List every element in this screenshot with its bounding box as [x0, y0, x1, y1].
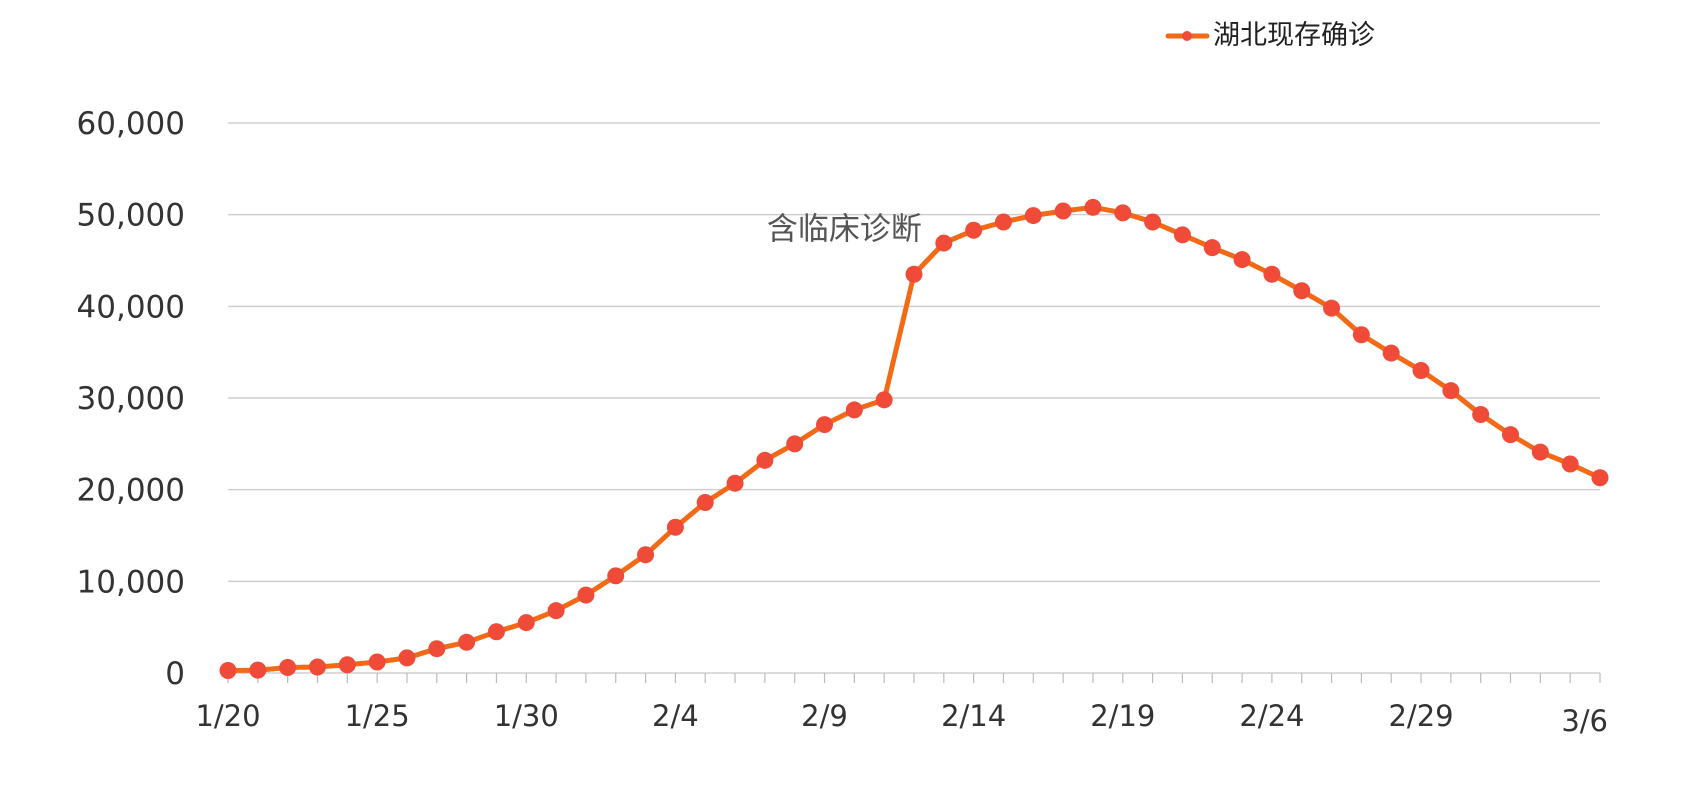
- data-point: [1114, 204, 1132, 222]
- data-point: [308, 658, 326, 676]
- y-tick-label: 10,000: [77, 564, 185, 600]
- data-point: [1024, 207, 1042, 225]
- y-tick-label: 60,000: [77, 106, 185, 142]
- data-point: [935, 234, 953, 252]
- data-point: [845, 401, 863, 419]
- data-point: [1293, 282, 1311, 300]
- data-point: [577, 586, 595, 604]
- x-tick-label: 1/25: [345, 699, 410, 733]
- gridlines: [228, 122, 1600, 583]
- annotation-text: 含临床诊断: [767, 212, 922, 248]
- x-tick-label: 1/20: [195, 699, 260, 733]
- data-point: [786, 435, 804, 453]
- data-point: [428, 640, 446, 658]
- data-point: [1502, 426, 1520, 444]
- x-tick-label: 2/9: [801, 699, 848, 733]
- y-tick-label: 20,000: [77, 473, 185, 509]
- data-point: [1561, 455, 1579, 473]
- y-tick-label: 40,000: [77, 289, 185, 325]
- data-point: [1144, 213, 1162, 231]
- data-point: [1323, 299, 1341, 317]
- x-tick-label: 3/6: [1561, 704, 1608, 738]
- legend-label: 湖北现存确诊: [1213, 20, 1375, 51]
- data-point: [1382, 344, 1400, 362]
- data-point: [1412, 362, 1430, 379]
- x-axis: 1/20 1/25 1/30 2/4 2/9 2/14 2/19 2/24 2/29 3/6: [195, 672, 1608, 738]
- data-point: [517, 614, 535, 632]
- legend-marker-swatch: [1182, 31, 1192, 41]
- data-point: [279, 659, 297, 676]
- y-tick-label: 50,000: [77, 198, 185, 234]
- y-axis: 0 10,000 20,000 30,000 40,000 50,000 60,000: [77, 106, 185, 692]
- data-point: [1591, 469, 1609, 487]
- x-tick-label: 2/24: [1239, 699, 1304, 733]
- data-point: [1233, 251, 1251, 269]
- annotation-layer: 含临床诊断: [767, 212, 922, 248]
- x-tick-label: 2/14: [941, 699, 1006, 733]
- data-point: [249, 661, 267, 679]
- data-point: [487, 623, 505, 641]
- data-point: [338, 656, 356, 674]
- data-point: [666, 518, 684, 536]
- data-point: [1203, 239, 1221, 257]
- data-point: [1352, 326, 1370, 344]
- data-point: [1472, 406, 1490, 423]
- data-point: [398, 649, 416, 667]
- data-point: [875, 391, 893, 409]
- data-point: [458, 633, 476, 651]
- data-point: [607, 567, 625, 585]
- legend: 湖北现存确诊: [1165, 20, 1375, 51]
- data-point: [1263, 265, 1281, 283]
- x-tick-label: 2/19: [1090, 699, 1155, 733]
- data-point: [637, 546, 655, 564]
- y-tick-label: 30,000: [77, 381, 185, 417]
- data-point: [994, 213, 1012, 231]
- y-tick-label: 0: [165, 656, 185, 692]
- x-tick-label: 2/29: [1388, 699, 1453, 733]
- data-point: [726, 474, 744, 492]
- data-point: [1173, 226, 1191, 244]
- series-layer: [219, 198, 1609, 680]
- data-point: [756, 451, 774, 469]
- data-point: [1084, 198, 1102, 216]
- data-point: [1054, 202, 1072, 220]
- x-tick-label: 1/30: [494, 699, 559, 733]
- data-point: [905, 265, 923, 283]
- data-point: [965, 221, 983, 239]
- data-point: [368, 653, 386, 671]
- data-point: [1531, 443, 1549, 461]
- data-point: [547, 602, 565, 620]
- data-point: [816, 416, 834, 434]
- x-tick-label: 2/4: [652, 699, 699, 733]
- data-point: [696, 494, 714, 511]
- data-point: [1442, 382, 1460, 400]
- data-point: [219, 662, 237, 680]
